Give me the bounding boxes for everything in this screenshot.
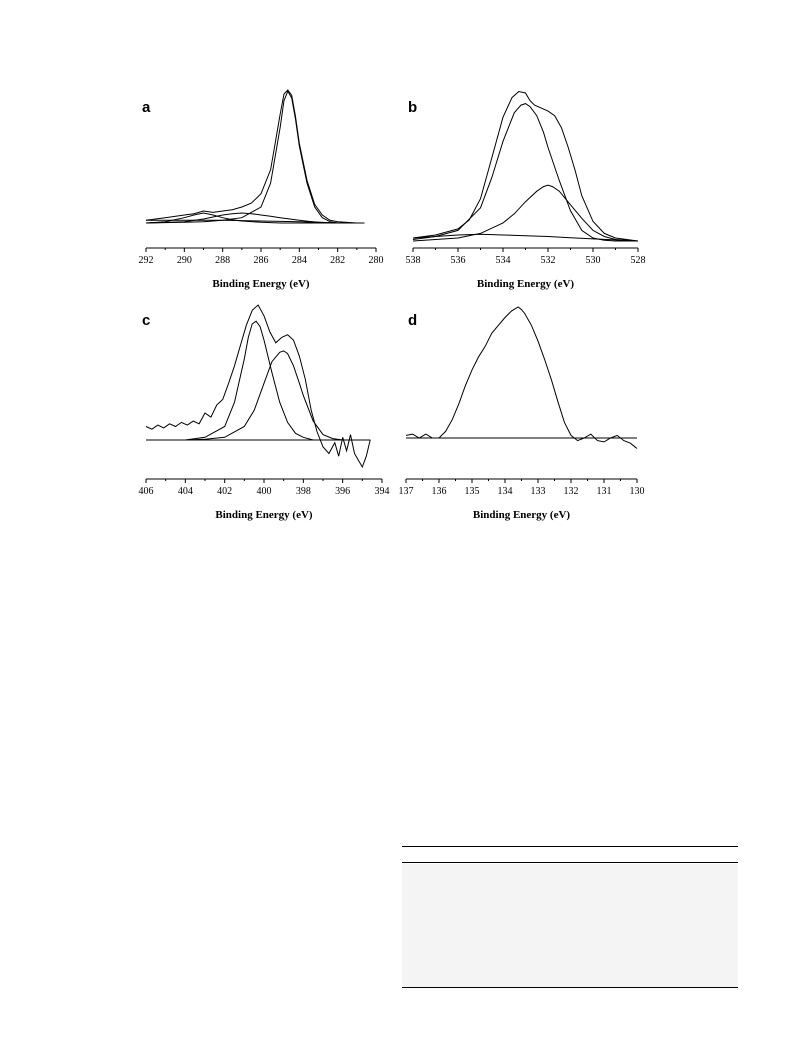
panel-a: a 292 290 288 286 284 282 280 Binding Energy (eV… [139, 89, 384, 290]
x-tick-label: 134 [498, 486, 513, 497]
series-line-4 [412, 233, 639, 242]
x-axis-label: Binding Energy (eV) [477, 278, 575, 290]
panel-d: d 137 136 135 134 133 132 131 130 Binding Energy … [399, 306, 645, 521]
series-line-1 [145, 304, 371, 469]
x-tick-label: 290 [177, 255, 192, 266]
x-tick-label: 288 [215, 255, 230, 266]
x-tick-label: 394 [375, 486, 390, 497]
x-tick-label: 528 [631, 255, 646, 266]
table-area [402, 846, 738, 989]
x-tick-label: 282 [330, 255, 345, 266]
series-line-2 [412, 103, 638, 242]
x-tick-label: 284 [292, 255, 307, 266]
panel-letter: a [142, 99, 151, 116]
series-line-5 [146, 219, 365, 224]
x-tick-label: 404 [178, 486, 193, 497]
x-tick-label: 396 [335, 486, 350, 497]
x-tick-label: 133 [531, 486, 546, 497]
x-tick-label: 406 [139, 486, 154, 497]
panel-letter: b [408, 99, 417, 116]
x-tick-label: 292 [139, 255, 154, 266]
x-tick-label: 398 [296, 486, 311, 497]
series-line-2 [145, 90, 365, 224]
panel-c: c 406 404 402 400 398 396 394 Binding Energy (eV… [139, 304, 390, 521]
x-tick-label: 534 [496, 255, 511, 266]
x-tick-label: 538 [406, 255, 421, 266]
x-tick-label: 536 [451, 255, 466, 266]
x-tick-label: 135 [465, 486, 480, 497]
series-line-1 [412, 90, 639, 242]
x-tick-label: 400 [257, 486, 272, 497]
x-tick-label: 286 [254, 255, 269, 266]
x-axis-label: Binding Energy (eV) [473, 509, 571, 521]
panel-letter: c [142, 312, 150, 329]
panel-b: b 538 536 534 532 530 528 Binding Energy (eV) [406, 90, 646, 290]
x-tick-label: 532 [541, 255, 556, 266]
x-tick-label: 132 [564, 486, 579, 497]
x-tick-label: 137 [399, 486, 414, 497]
x-tick-label: 530 [586, 255, 601, 266]
x-tick-label: 280 [369, 255, 384, 266]
x-tick-label: 131 [597, 486, 612, 497]
x-tick-label: 136 [432, 486, 447, 497]
series-line-1 [145, 89, 365, 224]
table-bottom-rule [402, 987, 738, 988]
series-line-3 [412, 184, 639, 242]
table-top-rule [402, 846, 738, 847]
x-tick-label: 402 [217, 486, 232, 497]
series-line-3 [146, 350, 371, 441]
series-line-1 [405, 306, 638, 449]
x-axis-label: Binding Energy (eV) [215, 509, 313, 521]
x-axis-label: Binding Energy (eV) [212, 278, 310, 290]
panel-letter: d [408, 312, 417, 329]
table-body [402, 864, 738, 987]
series-line-2 [146, 320, 371, 441]
x-tick-label: 130 [630, 486, 645, 497]
table-header-rule [402, 862, 738, 863]
